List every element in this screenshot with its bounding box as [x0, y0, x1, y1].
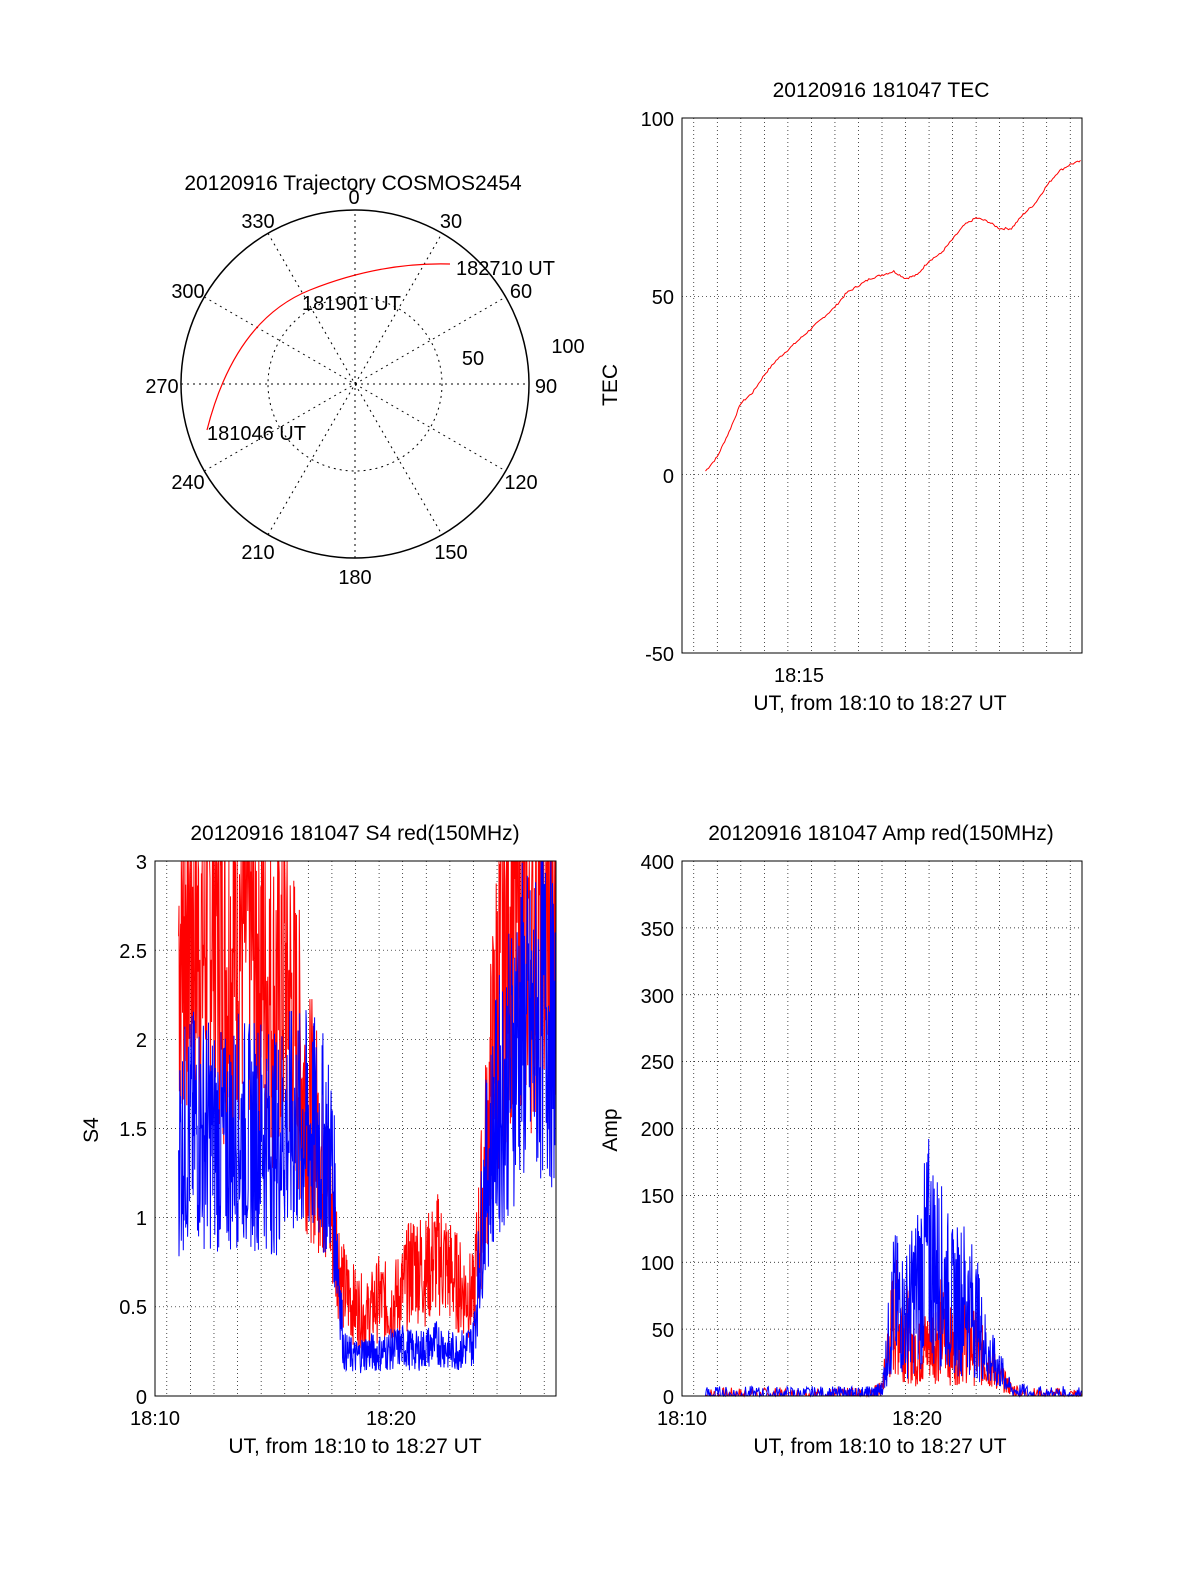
series-line — [705, 159, 1081, 472]
series-line — [178, 860, 557, 1374]
x-tick-label: 18:10 — [130, 1408, 180, 1430]
y-tick-label: 250 — [641, 1052, 674, 1074]
s4-series — [178, 860, 557, 1374]
polar-spoke — [267, 233, 443, 535]
y-tick-label: 1.5 — [119, 1119, 147, 1141]
y-tick-label: 200 — [641, 1119, 674, 1141]
y-tick-label: 150 — [641, 1186, 674, 1208]
y-tick-label: -50 — [645, 644, 674, 666]
polar-panel: 20120916 Trajectory COSMOS2454 0 30 60 9… — [145, 172, 584, 589]
y-tick-label: 100 — [641, 109, 674, 131]
y-tick-label: 50 — [652, 1320, 674, 1342]
x-tick-label: 18:10 — [657, 1408, 707, 1430]
amp-panel: 20120916 181047 Amp red(150MHz) 400 350 … — [599, 822, 1083, 1458]
x-tick-label: 18:20 — [366, 1408, 416, 1430]
x-tick-label: 18:15 — [774, 665, 824, 687]
s4-title: 20120916 181047 S4 red(150MHz) — [190, 822, 519, 845]
azimuth-label: 180 — [338, 567, 371, 589]
y-tick-label: 1 — [136, 1208, 147, 1230]
amp-plot-frame — [681, 860, 1083, 1397]
amp-x-axis-label: UT, from 18:10 to 18:27 UT — [753, 1435, 1006, 1458]
tec-y-axis-label: TEC — [599, 364, 622, 406]
series-line — [178, 860, 557, 1351]
tec-series — [705, 159, 1081, 472]
polar-inner-ring — [267, 296, 443, 472]
s4-y-axis-label: S4 — [80, 1117, 103, 1143]
azimuth-label: 0 — [348, 187, 359, 209]
polar-azimuth-labels: 0 30 60 90 120 150 180 210 240 270 300 3… — [145, 187, 557, 589]
azimuth-label: 300 — [171, 281, 204, 303]
s4-plot-frame — [154, 860, 557, 1397]
y-tick-label: 0 — [663, 1387, 674, 1409]
azimuth-label: 330 — [241, 211, 274, 233]
y-tick-label: 50 — [652, 287, 674, 309]
azimuth-label: 270 — [145, 376, 178, 398]
ring-label: 100 — [551, 336, 584, 358]
azimuth-label: 240 — [171, 472, 204, 494]
trajectory-start-label: 181046 UT — [207, 423, 306, 445]
y-tick-label: 2 — [136, 1030, 147, 1052]
y-tick-label: 0.5 — [119, 1297, 147, 1319]
s4-panel: 20120916 181047 S4 red(150MHz) 3 2.5 2 1… — [80, 822, 557, 1458]
satellite-trajectory — [206, 263, 451, 431]
azimuth-label: 210 — [241, 542, 274, 564]
y-tick-label: 2.5 — [119, 941, 147, 963]
trajectory-mid-label: 181901 UT — [302, 293, 401, 315]
tec-panel: 20120916 181047 TEC 100 50 0 -50 18:15 U… — [599, 79, 1083, 715]
x-tick-label: 18:20 — [892, 1408, 942, 1430]
ring-label: 50 — [462, 348, 484, 370]
y-tick-label: 0 — [663, 466, 674, 488]
tec-gridlines — [682, 118, 1082, 653]
azimuth-label: 90 — [535, 376, 557, 398]
azimuth-label: 60 — [510, 281, 532, 303]
s4-x-axis-label: UT, from 18:10 to 18:27 UT — [228, 1435, 481, 1458]
y-tick-label: 400 — [641, 852, 674, 874]
polar-grid — [180, 209, 530, 559]
trajectory-end-label: 182710 UT — [456, 258, 555, 280]
tec-x-axis-label: UT, from 18:10 to 18:27 UT — [753, 692, 1006, 715]
tec-title: 20120916 181047 TEC — [773, 79, 990, 102]
y-tick-label: 300 — [641, 986, 674, 1008]
tec-plot-frame — [681, 117, 1083, 654]
amp-y-axis-label: Amp — [599, 1108, 622, 1151]
azimuth-label: 120 — [504, 472, 537, 494]
y-tick-label: 100 — [641, 1253, 674, 1275]
y-tick-label: 0 — [136, 1387, 147, 1409]
polar-title: 20120916 Trajectory COSMOS2454 — [184, 172, 522, 195]
amp-gridlines — [682, 861, 1082, 1396]
y-tick-label: 350 — [641, 919, 674, 941]
y-tick-label: 3 — [136, 852, 147, 874]
azimuth-label: 30 — [440, 211, 462, 233]
azimuth-label: 150 — [434, 542, 467, 564]
amp-title: 20120916 181047 Amp red(150MHz) — [708, 822, 1054, 845]
